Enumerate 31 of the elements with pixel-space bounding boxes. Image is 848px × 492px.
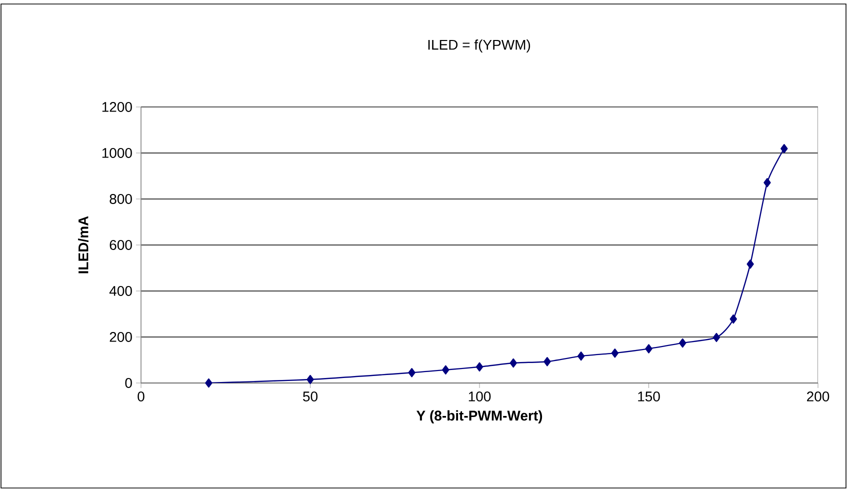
point [712,332,720,342]
y-tick-label: 400 [109,286,132,296]
x-tick-label: 200 [807,392,830,402]
y-axis-title: ILED/mA [78,216,88,274]
point [780,144,788,154]
y-tick-label: 800 [110,194,132,204]
point [544,356,551,366]
point [577,351,585,361]
y-tick-label: 0 [125,378,132,388]
point [205,378,212,388]
point [764,178,771,188]
y-tick-label: 200 [110,332,132,342]
point [645,344,652,354]
y-tick-label: 1000 [102,148,132,158]
x-tick-label: 150 [638,392,660,402]
x-axis-title: Y (8-bit-PWM-Wert) [416,410,542,424]
point [306,374,314,384]
chart-title: ILED = f(YPWM) [428,39,530,53]
point [442,365,450,374]
y-tick-label: 600 [110,240,132,250]
point [408,368,416,378]
point [679,338,686,348]
point [510,358,517,368]
x-tick-label: 100 [468,392,491,402]
y-tick-label: 1200 [102,102,132,112]
point [476,362,484,372]
point [746,259,754,269]
point [611,348,618,358]
x-tick-label: 0 [138,392,144,402]
point [730,314,737,324]
x-tick-label: 50 [303,392,318,402]
